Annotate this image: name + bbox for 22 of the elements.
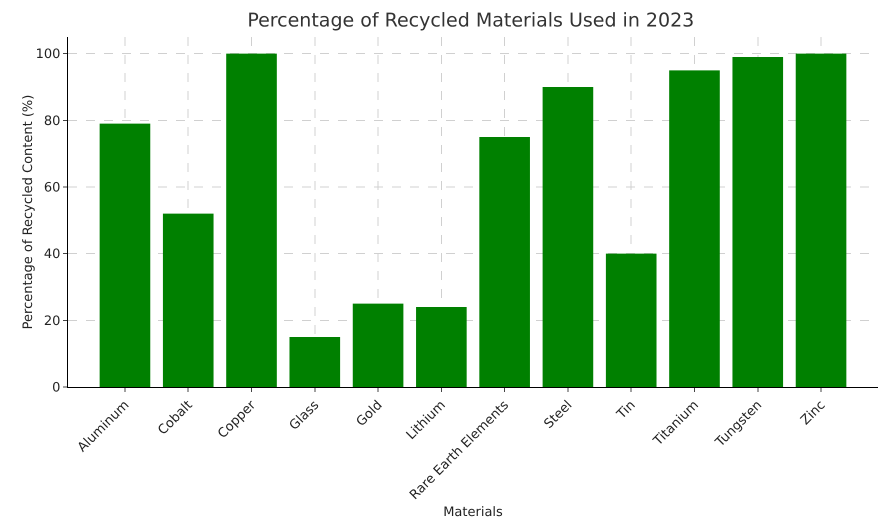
x-axis-title: Materials xyxy=(443,504,504,520)
x-tick-label: Tin xyxy=(614,398,639,423)
bar xyxy=(606,254,657,387)
bar xyxy=(669,70,720,387)
y-tick-label: 80 xyxy=(44,114,60,129)
bar xyxy=(162,214,214,387)
y-tick-label: 60 xyxy=(44,180,60,196)
y-tick-label: 0 xyxy=(52,380,60,396)
y-tick-label: 100 xyxy=(36,47,60,62)
bar xyxy=(479,137,530,387)
bar xyxy=(352,304,404,387)
y-tick-label: 20 xyxy=(44,314,60,329)
y-axis-title: Percentage of Recycled Content (%) xyxy=(21,94,36,330)
chart-title: Percentage of Recycled Materials Used in 2023 xyxy=(247,10,694,32)
bar xyxy=(796,54,846,387)
bar xyxy=(100,124,150,387)
bar xyxy=(226,54,277,387)
bar xyxy=(732,57,784,387)
bar xyxy=(416,307,467,387)
bar xyxy=(542,87,594,387)
y-tick-label: 40 xyxy=(44,247,60,262)
bar xyxy=(289,337,340,387)
